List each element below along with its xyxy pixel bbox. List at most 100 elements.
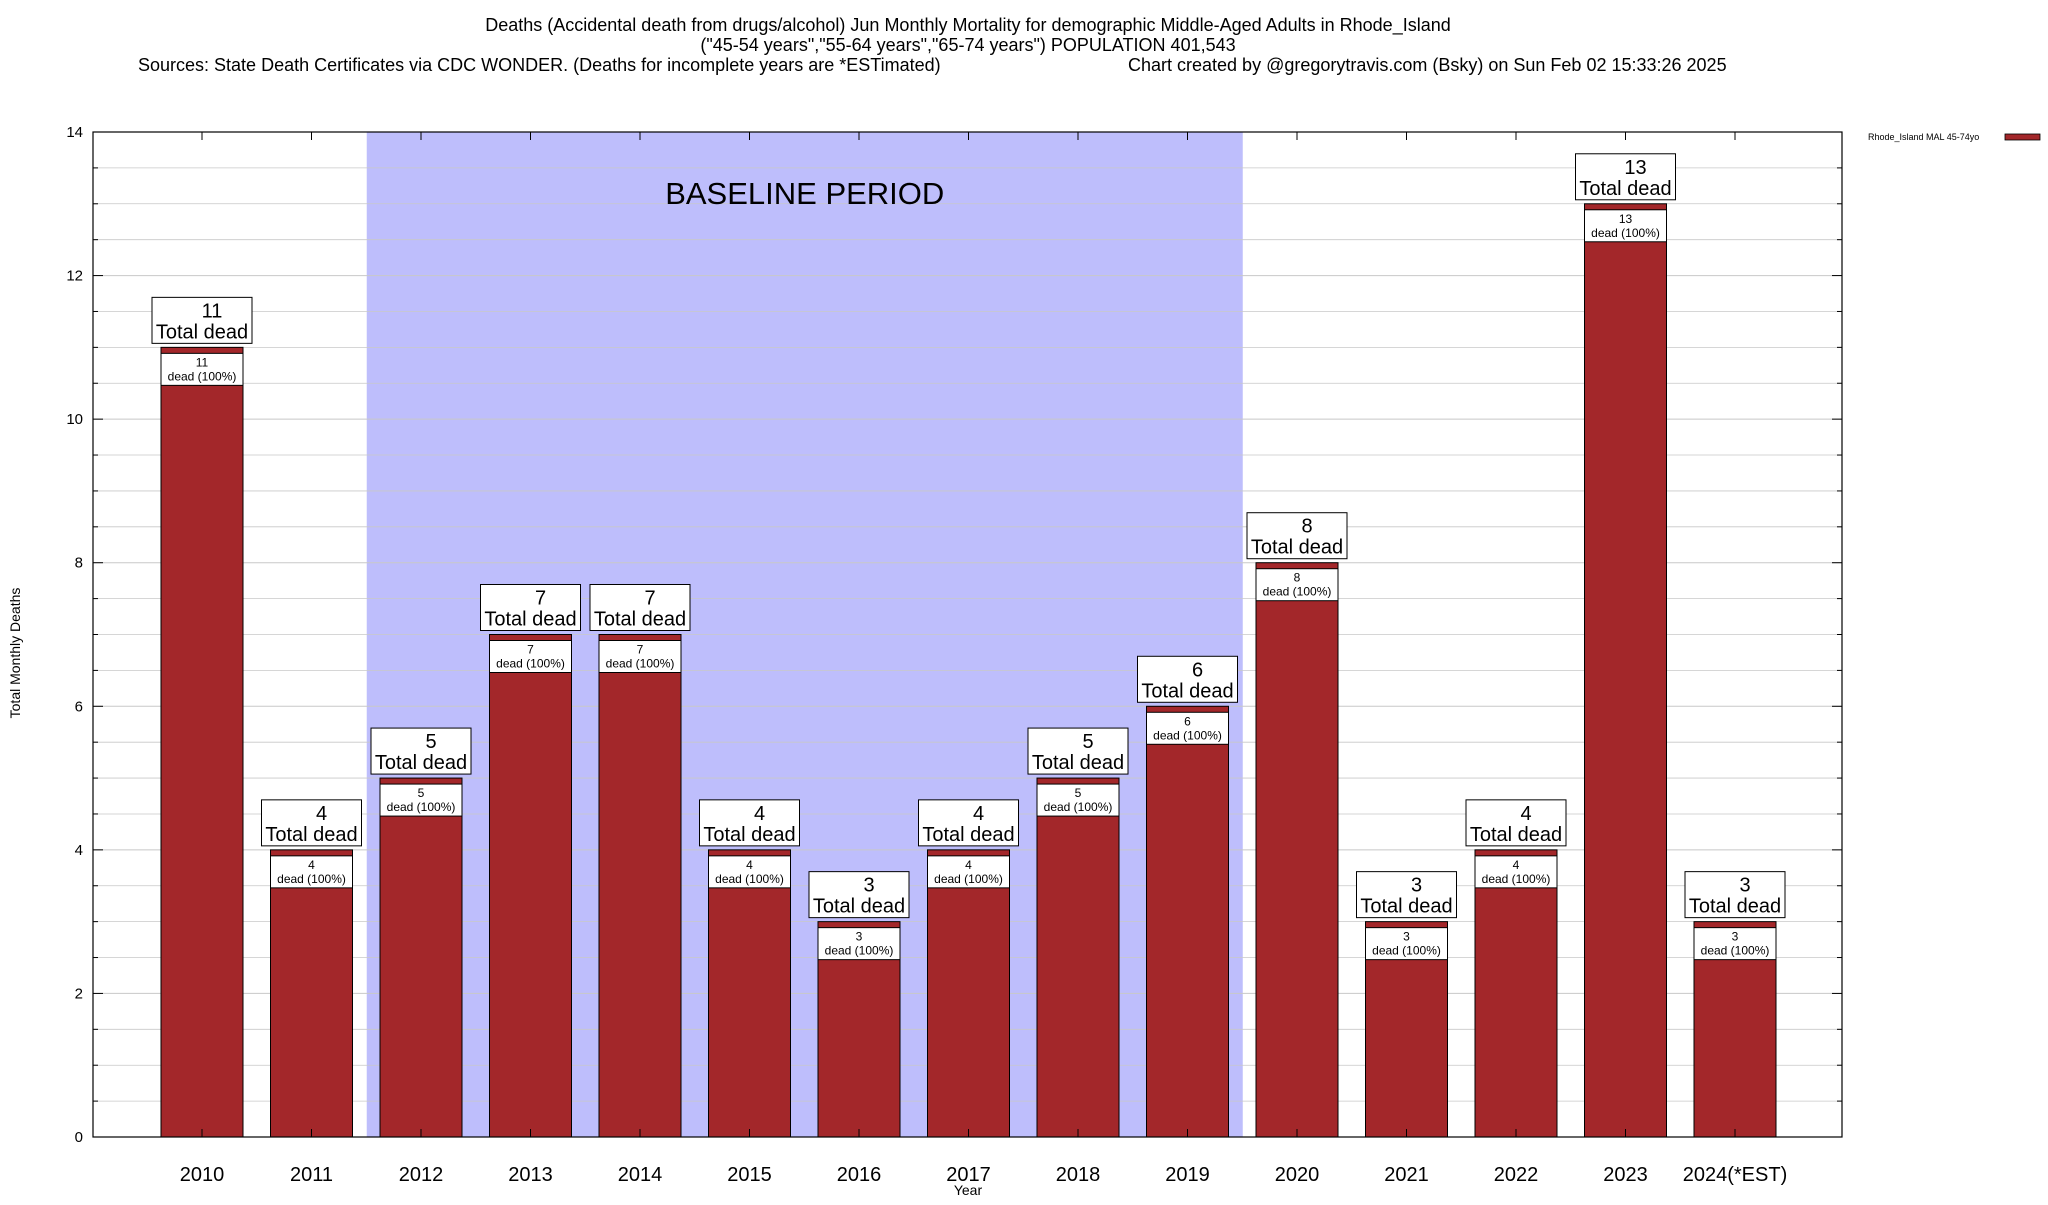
bar-inner-percent: dead (100%) (1372, 944, 1441, 958)
bar (1146, 705, 1229, 1138)
bar (1584, 203, 1667, 1138)
bar-total-label-box (370, 727, 472, 775)
bar (1036, 777, 1120, 1138)
y-axis-label: Total Monthly Deaths (7, 588, 23, 719)
y-tick-label: 4 (75, 842, 83, 859)
bar-inner-label-box (489, 640, 572, 673)
bar-total-label-box (1575, 153, 1676, 201)
bar-inner-value: 11 (196, 355, 209, 369)
x-tick-label: 2020 (1275, 1164, 1320, 1186)
legend-label: Rhode_Island MAL 45-74yo (1868, 132, 1979, 142)
x-tick-label: 2010 (180, 1164, 225, 1186)
bar-inner-label-box (1146, 711, 1229, 745)
y-tick-label: 6 (75, 698, 83, 715)
bar (927, 849, 1010, 1138)
bar-total-label-box (1684, 871, 1786, 919)
bar-total-label-box (808, 871, 910, 919)
bar-total-value: 4 (754, 803, 765, 825)
bar-inner-value: 4 (308, 858, 315, 872)
x-tick-label: 2012 (399, 1164, 444, 1186)
x-tick-label: 2018 (1056, 1164, 1101, 1186)
bar (379, 777, 463, 1138)
bar-total-value: 4 (1520, 803, 1531, 825)
bar-total-label-box (480, 584, 581, 631)
x-tick-label: 2019 (1165, 1164, 1210, 1186)
bar-total-text: Total dead (484, 609, 576, 631)
bar-total-text: Total dead (594, 609, 686, 631)
baseline-period-label: BASELINE PERIOD (665, 176, 944, 211)
bar-inner-value: 4 (965, 858, 972, 872)
bar-inner-percent: dead (100%) (606, 657, 675, 671)
bar-inner-percent: dead (100%) (387, 800, 456, 814)
bar-inner-label-box (1693, 927, 1777, 961)
bar-total-value: 3 (1411, 875, 1422, 897)
bar-inner-label-box (1036, 783, 1120, 817)
x-tick-label: 2022 (1494, 1164, 1539, 1186)
legend: Rhode_Island MAL 45-74yo (1868, 132, 2041, 142)
bar-total-value: 11 (202, 300, 223, 322)
bar-total-label-box (918, 799, 1019, 847)
x-tick-label: 2014 (618, 1164, 663, 1186)
bar-total-value: 7 (535, 588, 546, 610)
bar (489, 634, 572, 1138)
bar-inner-percent: dead (100%) (1044, 800, 1113, 814)
x-tick-label: 2016 (837, 1164, 882, 1186)
y-tick-label: 0 (75, 1129, 83, 1146)
bar-total-label-box (1465, 799, 1567, 847)
bar-inner-value: 3 (1403, 930, 1410, 944)
bar-total-text: Total dead (1032, 752, 1124, 774)
bar-inner-value: 4 (746, 858, 753, 872)
chart-title-line-2: ("45-54 years","55-64 years","65-74 year… (700, 35, 1235, 55)
x-tick-label: 2013 (508, 1164, 553, 1186)
bar-inner-label-box (160, 352, 244, 386)
bar (1474, 849, 1558, 1138)
bar-inner-value: 3 (1732, 930, 1739, 944)
bar-total-value: 8 (1301, 516, 1312, 538)
bar-inner-percent: dead (100%) (277, 872, 346, 886)
x-tick-label: 2011 (290, 1164, 333, 1186)
bar (270, 849, 353, 1138)
bar-total-value: 4 (973, 803, 984, 825)
bar-total-value: 5 (1082, 731, 1093, 753)
bar-total-text: Total dead (813, 896, 905, 918)
bar-inner-value: 3 (856, 930, 863, 944)
bar-total-text: Total dead (1579, 178, 1671, 200)
bar-total-label-box (261, 799, 362, 847)
bar-inner-percent: dead (100%) (934, 872, 1003, 886)
bar-inner-value: 6 (1184, 714, 1191, 728)
bar-total-value: 6 (1192, 659, 1203, 681)
bar-total-text: Total dead (1141, 680, 1233, 702)
bar-total-text: Total dead (703, 824, 795, 846)
bar-total-value: 5 (425, 731, 436, 753)
bar-total-value: 3 (863, 875, 874, 897)
bar-inner-label-box (270, 855, 353, 889)
x-tick-label: 2021 (1384, 1164, 1429, 1186)
y-tick-label: 10 (66, 411, 83, 428)
bar-total-label-box (1246, 512, 1348, 560)
bar-inner-value: 5 (1075, 786, 1082, 800)
bar-total-value: 7 (644, 588, 655, 610)
bar-total-text: Total dead (1251, 537, 1343, 559)
bar-inner-label-box (927, 855, 1010, 889)
x-axis-label: Year (954, 1182, 983, 1198)
bar-inner-percent: dead (100%) (1701, 944, 1770, 958)
bar-total-text: Total dead (156, 321, 248, 343)
x-tick-label: 2024(*EST) (1683, 1164, 1788, 1186)
bar-inner-percent: dead (100%) (715, 872, 784, 886)
bar-inner-percent: dead (100%) (1591, 226, 1660, 240)
bar-total-text: Total dead (922, 824, 1014, 846)
bar-inner-percent: dead (100%) (1153, 728, 1222, 742)
bar-inner-value: 8 (1294, 571, 1301, 585)
bar-inner-label-box (817, 927, 901, 961)
bar-inner-value: 5 (418, 786, 425, 800)
bar-total-value: 13 (1624, 157, 1646, 179)
bar-inner-value: 13 (1619, 212, 1633, 226)
